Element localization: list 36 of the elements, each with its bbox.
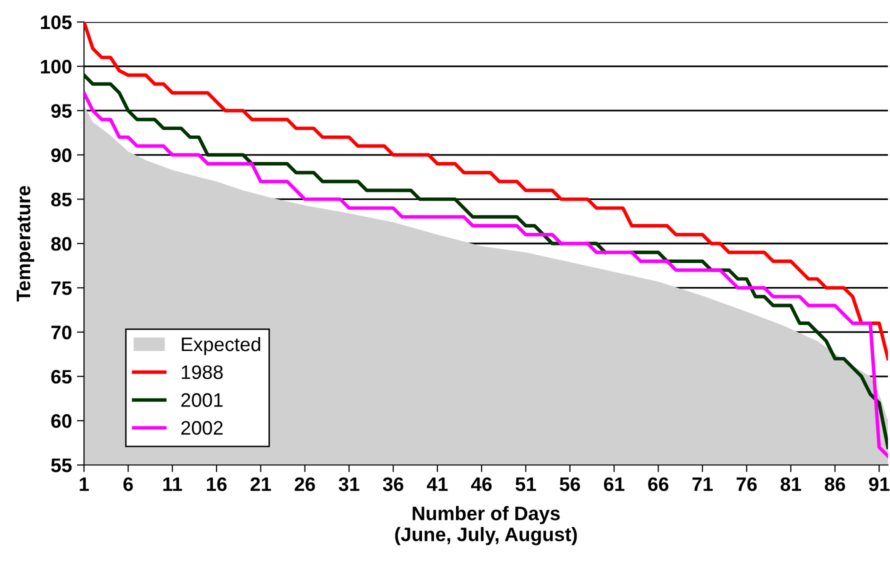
- y-tick-label: 95: [51, 104, 72, 118]
- x-tick-label: 76: [736, 477, 757, 492]
- y-tick-label: 100: [40, 60, 72, 74]
- y-tick-label: 60: [51, 414, 72, 428]
- x-tick-label: 26: [294, 477, 315, 492]
- x-tick-label: 56: [560, 477, 580, 492]
- y-tick-label: 70: [51, 326, 72, 340]
- legend-label: 2002: [181, 421, 223, 435]
- y-axis-title: Temperature: [16, 186, 34, 302]
- y-tick-label: 90: [51, 148, 72, 162]
- x-axis-title: Number of Days (June, July, August): [395, 506, 577, 546]
- x-tick-label: 86: [824, 477, 846, 492]
- x-tick-label: 1: [80, 478, 89, 491]
- x-tick-label: 61: [604, 477, 624, 492]
- y-tick-label: 75: [51, 281, 72, 296]
- y-tick-label: 55: [51, 458, 72, 472]
- y-tick-label: 85: [51, 192, 72, 206]
- x-tick-label: 66: [648, 477, 668, 492]
- y-tick-label: 65: [51, 370, 72, 384]
- x-tick-label: 16: [206, 477, 227, 492]
- x-tick-label: 81: [780, 477, 802, 492]
- legend-label: 2001: [181, 393, 223, 407]
- x-tick-label: 51: [516, 478, 536, 492]
- y-tick-label: 105: [40, 15, 72, 30]
- x-tick-label: 41: [426, 478, 448, 491]
- x-tick-label: 6: [123, 477, 133, 492]
- x-tick-label: 11: [163, 478, 182, 491]
- x-tick-label: 36: [382, 477, 404, 492]
- x-tick-label: 71: [692, 478, 713, 491]
- x-tick-label: 91: [869, 477, 890, 492]
- y-tick-label: 80: [51, 236, 72, 251]
- x-tick-label: 46: [471, 477, 492, 492]
- x-tick-label: 31: [338, 477, 360, 492]
- legend-label: Expected: [182, 336, 260, 356]
- x-tick-label: 21: [250, 477, 271, 491]
- legend-label: 1988: [182, 365, 223, 380]
